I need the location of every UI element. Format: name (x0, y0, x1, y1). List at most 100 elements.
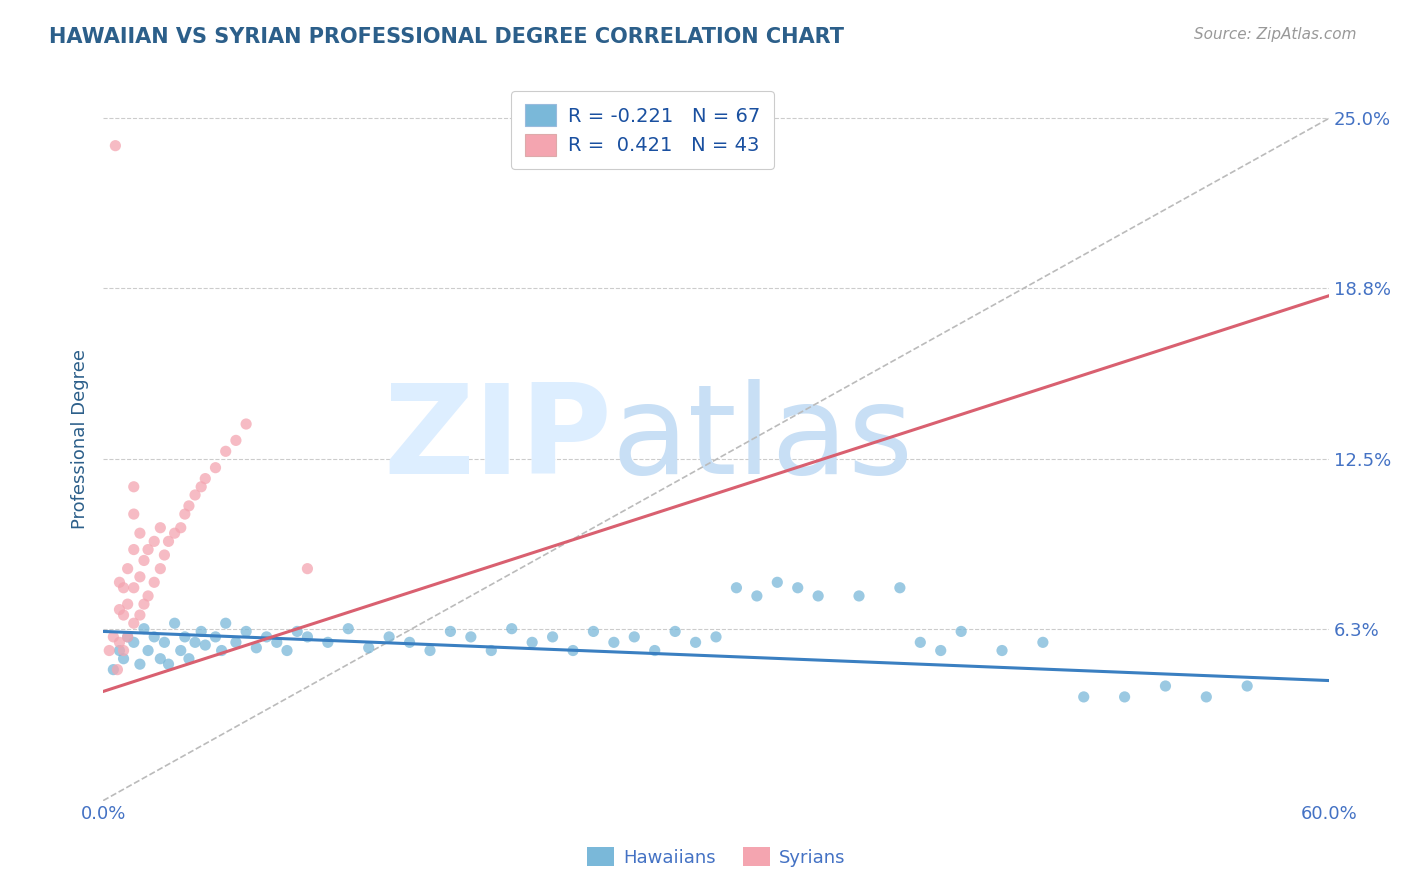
Point (129, 526, 152, 541)
Point (1154, 679, 1177, 693)
Point (184, 488, 207, 502)
Point (766, 575, 789, 590)
Point (225, 434, 247, 448)
Point (136, 589, 159, 603)
Point (103, 630, 125, 644)
Point (112, 608, 135, 623)
Point (950, 624, 973, 639)
Point (297, 562, 319, 576)
Point (266, 635, 288, 649)
Point (104, 138, 127, 153)
Point (357, 640, 380, 655)
Legend: R = -0.221   N = 67, R =  0.421   N = 43: R = -0.221 N = 67, R = 0.421 N = 43 (512, 91, 773, 169)
Point (108, 643, 131, 657)
Point (245, 640, 267, 655)
Point (520, 635, 543, 649)
Point (129, 657, 152, 672)
Point (143, 534, 166, 549)
Point (112, 643, 135, 657)
Point (685, 635, 707, 649)
Point (122, 542, 145, 557)
Point (190, 480, 212, 494)
Point (235, 624, 257, 639)
Point (1073, 690, 1095, 704)
Point (108, 575, 131, 590)
Point (122, 635, 145, 649)
Point (122, 616, 145, 631)
Point (132, 553, 155, 567)
Point (108, 635, 131, 649)
Point (129, 608, 152, 623)
Point (132, 597, 155, 611)
Point (157, 534, 180, 549)
Point (204, 630, 226, 644)
Point (541, 630, 564, 644)
Point (1195, 690, 1218, 704)
Point (117, 630, 139, 644)
Point (149, 651, 172, 665)
Point (745, 589, 768, 603)
Point (157, 657, 180, 672)
Point (163, 616, 186, 631)
Point (1236, 679, 1258, 693)
Point (1032, 635, 1054, 649)
Point (170, 643, 193, 657)
Point (98, 643, 121, 657)
Point (122, 480, 145, 494)
Point (664, 624, 686, 639)
Point (439, 624, 461, 639)
Point (582, 624, 605, 639)
Point (143, 575, 166, 590)
Point (211, 643, 233, 657)
Text: HAWAIIAN VS SYRIAN PROFESSIONAL DEGREE CORRELATION CHART: HAWAIIAN VS SYRIAN PROFESSIONAL DEGREE C… (49, 27, 844, 46)
Point (991, 643, 1014, 657)
Point (460, 630, 482, 644)
Point (1114, 690, 1136, 704)
Point (132, 622, 155, 636)
Point (173, 507, 195, 521)
Point (889, 581, 911, 595)
Point (177, 499, 200, 513)
Point (848, 589, 870, 603)
Point (398, 635, 420, 649)
Point (149, 562, 172, 576)
Point (316, 635, 339, 649)
Text: atlas: atlas (612, 378, 914, 500)
Point (107, 663, 129, 677)
Point (108, 602, 131, 616)
Point (194, 472, 217, 486)
Point (285, 624, 308, 639)
Point (112, 651, 135, 665)
Point (644, 643, 666, 657)
Point (479, 643, 502, 657)
Point (122, 507, 145, 521)
Point (623, 630, 645, 644)
Point (337, 622, 360, 636)
Point (419, 643, 441, 657)
Point (603, 635, 626, 649)
Point (256, 630, 278, 644)
Point (910, 635, 932, 649)
Point (204, 460, 226, 475)
Point (173, 630, 195, 644)
Point (725, 581, 748, 595)
Point (786, 581, 808, 595)
Point (163, 526, 186, 541)
Point (177, 651, 200, 665)
Point (378, 630, 401, 644)
Point (153, 548, 176, 562)
Point (297, 630, 319, 644)
Point (117, 597, 139, 611)
Point (562, 643, 585, 657)
Y-axis label: Professional Degree: Professional Degree (72, 349, 89, 529)
Point (136, 643, 159, 657)
Point (276, 643, 298, 657)
Point (190, 624, 212, 639)
Point (112, 581, 135, 595)
Point (184, 635, 207, 649)
Text: ZIP: ZIP (382, 378, 612, 500)
Point (129, 570, 152, 584)
Text: Source: ZipAtlas.com: Source: ZipAtlas.com (1194, 27, 1357, 42)
Point (117, 630, 139, 644)
Point (194, 638, 217, 652)
